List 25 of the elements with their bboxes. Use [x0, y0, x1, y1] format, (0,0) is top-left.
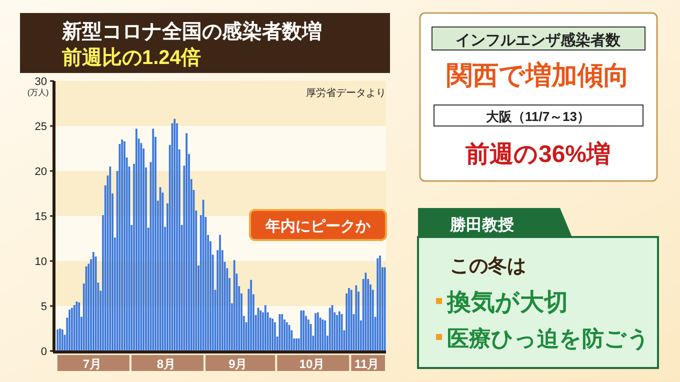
annotation: 厚労省データより: [306, 87, 386, 99]
x-tick-label: 9月: [228, 357, 248, 371]
y-tick-label: 5: [40, 301, 47, 313]
x-tick-label: 8月: [156, 357, 176, 371]
y-tick-label: 15: [34, 211, 47, 223]
chart-subtitle: 前週比の1.24倍: [61, 46, 201, 69]
text: 関西で増加傾向: [446, 60, 630, 90]
x-tick-label: 10月: [299, 357, 325, 371]
y-tick-label: 30: [34, 76, 47, 88]
text: 勝田教授: [449, 216, 514, 234]
text: 大阪（11/7～13）: [486, 109, 590, 124]
text: 換気が大切: [446, 289, 568, 316]
x-tick-label: 7月: [82, 357, 102, 371]
chart-title: 新型コロナ全国の感染者数増: [61, 20, 322, 43]
annotation: 年内にピークか: [264, 218, 372, 235]
x-tick-label: 11月: [354, 357, 380, 371]
text: インフルエンザ感染者数: [456, 31, 622, 49]
y-tick-label: 25: [34, 121, 47, 133]
text: 医療ひっ迫を防ごう: [447, 326, 650, 351]
text: 前週の36%増: [464, 140, 611, 168]
text: この冬は: [450, 256, 526, 277]
y-tick-label: 0: [40, 346, 47, 358]
y-tick-label: 20: [34, 166, 47, 178]
y-axis-title: (万人): [27, 88, 49, 97]
y-tick-label: 10: [34, 256, 47, 268]
